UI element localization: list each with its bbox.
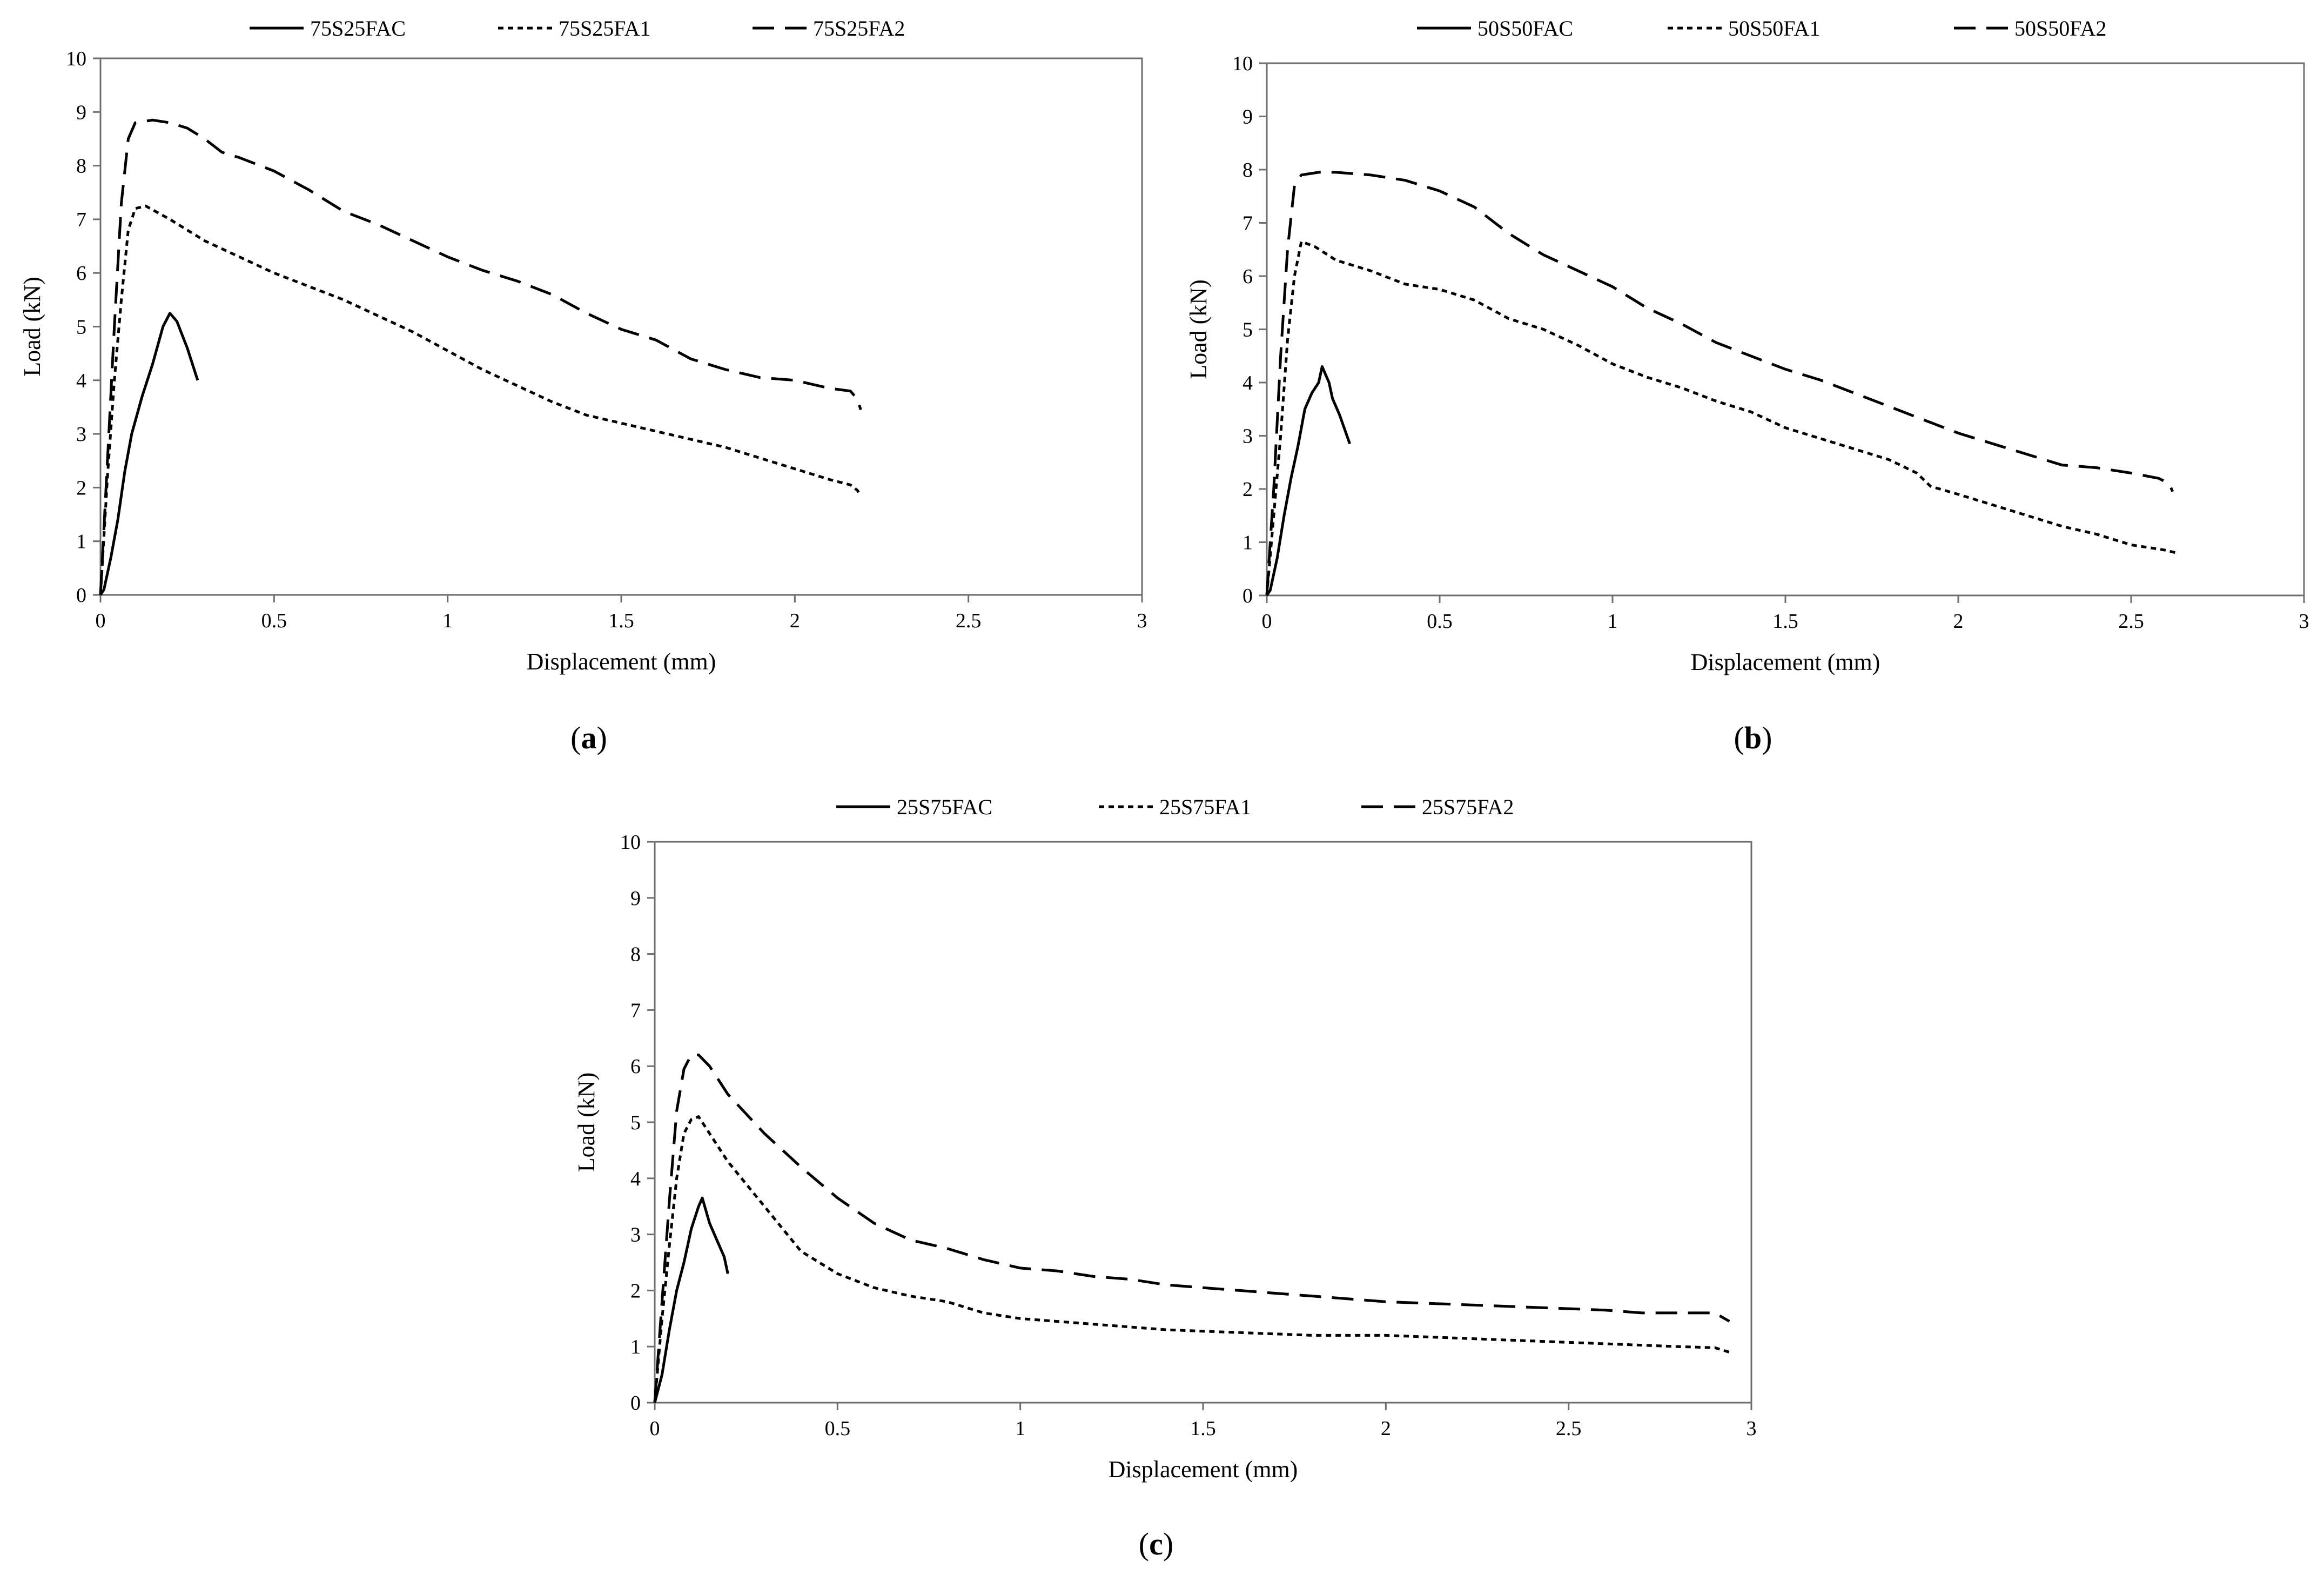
panel-label: (b): [1734, 720, 1772, 755]
series-line-50S50FA2: [1265, 171, 2174, 596]
panel-label: (a): [570, 720, 607, 755]
y-axis-title: Load (kN): [19, 277, 45, 377]
x-tick-label: 0.5: [261, 609, 287, 632]
x-tick-label: 0.5: [1427, 610, 1453, 633]
y-tick-label: 0: [76, 584, 86, 607]
y-tick-label: 7: [1242, 212, 1253, 235]
y-tick-label: 6: [1242, 265, 1253, 288]
y-tick-label: 1: [630, 1336, 641, 1358]
x-tick-label: 1: [1015, 1417, 1025, 1440]
y-tick-label: 7: [630, 999, 641, 1022]
x-tick-label: 0: [1262, 610, 1272, 633]
y-tick-label: 2: [630, 1279, 641, 1302]
y-tick-label: 8: [1242, 159, 1253, 182]
series-line-50S50FA1: [1265, 240, 2177, 596]
y-axis-title: Load (kN): [1185, 279, 1212, 379]
legend-label-50S50FAC: 50S50FAC: [1477, 16, 1573, 41]
legend-label-75S25FA2: 75S25FA2: [813, 16, 905, 41]
chart-panel-c: 0 1 2 3 4 5 6 7 8 9 10 0 0.5 1 1.5 2 2.5 3 Displacement (m…: [573, 795, 1757, 1562]
y-tick-label: 9: [76, 101, 86, 124]
x-tick-label: 2: [1381, 1417, 1391, 1440]
series-line-75S25FA1: [99, 204, 862, 595]
y-tick-label: 10: [66, 48, 86, 70]
y-tick-label: 2: [1242, 478, 1253, 501]
legend: 75S25FAC 75S25FA1 75S25FA2: [250, 16, 905, 41]
y-tick-label: 4: [76, 370, 86, 392]
y-tick-label: 5: [1242, 319, 1253, 341]
x-tick-label: 0: [96, 609, 106, 632]
y-tick-label: 4: [1242, 372, 1253, 394]
y-tick-label: 10: [1232, 52, 1253, 75]
series-line-25S75FAC: [653, 1196, 729, 1403]
y-tick-label: 3: [630, 1224, 641, 1247]
y-tick-label: 4: [630, 1168, 641, 1190]
y-tick-label: 2: [76, 477, 86, 499]
chart-panel-b: 0 1 2 3 4 5 6 7 8 9 10 0 0.5 1 1.5 2 2.5 3 Displacement (m…: [1185, 16, 2309, 755]
y-tick-label: 1: [76, 531, 86, 553]
x-tick-label: 1.5: [1772, 610, 1798, 633]
chart-panel-a: 0 1 2 3 4 5 6 7 8 9 10 0 0.5 1 1.5 2 2.5 3 Displacement (m…: [19, 16, 1147, 755]
legend-label-75S25FA1: 75S25FA1: [559, 16, 650, 41]
x-tick-label: 2: [790, 609, 800, 632]
y-tick-label: 9: [630, 887, 641, 910]
panel-label: (c): [1139, 1526, 1173, 1562]
x-tick-label: 1: [1608, 610, 1618, 633]
legend-label-75S25FAC: 75S25FAC: [310, 16, 406, 41]
y-tick-label: 3: [1242, 425, 1253, 448]
x-tick-label: 2.5: [956, 609, 982, 632]
x-tick-label: 1.5: [1190, 1417, 1216, 1440]
x-tick-label: 1: [442, 609, 453, 632]
legend: 50S50FAC 50S50FA1 50S50FA2: [1417, 16, 2106, 41]
y-tick-label: 6: [630, 1055, 641, 1078]
y-tick-label: 6: [76, 262, 86, 285]
x-axis-title: Displacement (mm): [527, 648, 716, 675]
x-tick-label: 2.5: [2118, 610, 2144, 633]
x-tick-label: 3: [1137, 609, 1147, 632]
y-tick-label: 10: [620, 831, 641, 854]
x-axis-title: Displacement (mm): [1691, 649, 1880, 675]
legend: 25S75FAC 25S75FA1 25S75FA2: [836, 795, 1514, 819]
x-tick-label: 3: [2299, 610, 2309, 633]
x-tick-label: 3: [1747, 1417, 1757, 1440]
x-tick-label: 2.5: [1556, 1417, 1582, 1440]
legend-label-25S75FA2: 25S75FA2: [1422, 795, 1514, 819]
legend-label-25S75FA1: 25S75FA1: [1159, 795, 1251, 819]
series-line-25S75FA1: [653, 1115, 1730, 1403]
series-line-75S25FA2: [99, 118, 862, 595]
y-tick-label: 3: [76, 423, 86, 446]
legend-label-50S50FA2: 50S50FA2: [2014, 16, 2106, 41]
series-line-75S25FAC: [99, 312, 199, 596]
legend-label-25S75FAC: 25S75FAC: [897, 795, 992, 819]
series-line-25S75FA2: [653, 1053, 1730, 1403]
x-tick-label: 0: [650, 1417, 660, 1440]
y-tick-label: 5: [630, 1111, 641, 1134]
legend-label-50S50FA1: 50S50FA1: [1728, 16, 1820, 41]
y-tick-label: 5: [76, 316, 86, 339]
x-tick-label: 2: [1953, 610, 1964, 633]
y-tick-label: 8: [630, 943, 641, 966]
y-tick-label: 9: [1242, 106, 1253, 129]
y-tick-label: 8: [76, 155, 86, 178]
x-tick-label: 1.5: [608, 609, 634, 632]
series-line-50S50FAC: [1265, 365, 1351, 597]
y-tick-label: 0: [1242, 585, 1253, 607]
y-tick-label: 1: [1242, 532, 1253, 554]
x-axis-title: Displacement (mm): [1109, 1456, 1298, 1483]
y-tick-label: 7: [76, 209, 86, 231]
x-tick-label: 0.5: [825, 1417, 851, 1440]
y-tick-label: 0: [630, 1392, 641, 1415]
y-axis-title: Load (kN): [573, 1073, 600, 1172]
